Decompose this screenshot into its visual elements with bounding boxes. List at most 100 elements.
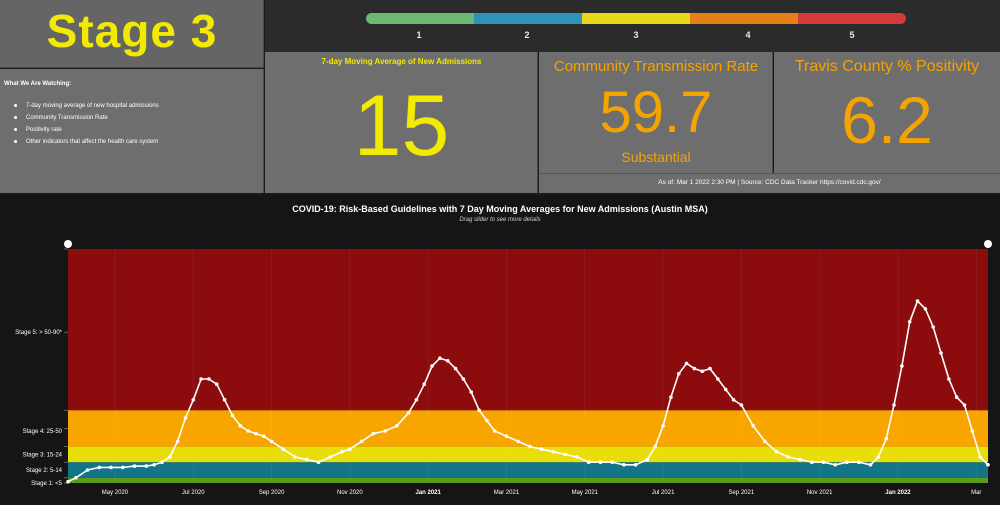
scale-label-3: 3 — [633, 30, 639, 40]
data-point — [430, 364, 434, 368]
slider-handle-right — [984, 240, 992, 248]
data-point — [492, 429, 497, 433]
data-point — [986, 463, 990, 467]
data-point — [723, 387, 728, 392]
data-point — [833, 463, 838, 467]
stage-title: Stage 3 — [46, 5, 218, 57]
admissions-title: 7-day Moving Average of New Admissions — [321, 57, 482, 66]
data-point — [962, 403, 967, 407]
data-point — [359, 439, 364, 444]
data-point — [876, 455, 881, 459]
data-point — [414, 398, 419, 402]
scale-label-1: 1 — [416, 30, 422, 40]
data-point — [183, 416, 188, 420]
data-point — [633, 463, 638, 467]
transmission-panel: Community Transmission Rate 59.7 Substan… — [539, 52, 773, 173]
data-point — [74, 476, 78, 480]
data-point — [907, 320, 912, 324]
data-point — [598, 460, 603, 465]
watching-title: What We Are Watching: — [4, 81, 72, 87]
data-point — [978, 455, 982, 459]
data-point — [438, 356, 442, 360]
data-point — [261, 434, 266, 438]
data-point — [900, 364, 904, 368]
scale-label-5: 5 — [849, 30, 855, 40]
data-point — [692, 366, 697, 371]
data-point — [97, 465, 102, 470]
data-point — [167, 455, 172, 459]
data-point — [731, 398, 736, 402]
data-point — [340, 450, 344, 454]
data-point — [939, 351, 943, 355]
data-point — [445, 359, 450, 363]
data-point — [254, 431, 258, 436]
stage-panel: Stage 3 — [0, 0, 264, 68]
data-point — [461, 377, 466, 381]
stage-band-3 — [68, 446, 988, 463]
data-point — [810, 460, 814, 465]
transmission-title: Community Transmission Rate — [553, 58, 759, 75]
data-point — [230, 413, 235, 418]
data-point — [469, 390, 474, 394]
data-point — [371, 431, 376, 436]
scale-label-2: 2 — [524, 30, 530, 40]
chart-title: COVID-19: Risk-Based Guidelines with 7 D… — [292, 204, 708, 214]
stage-scale-bar — [366, 13, 906, 24]
x-tick-label: Mar 2021 — [494, 490, 520, 496]
x-tick-label: Sep 2020 — [259, 490, 285, 496]
stage-scale-panel: 1 2 3 4 5 — [265, 0, 1000, 52]
data-point — [661, 424, 665, 428]
admissions-panel: 7-day Moving Average of New Admissions 1… — [265, 52, 538, 193]
data-point — [923, 307, 928, 311]
watching-item: Other indicators that affect the health … — [14, 136, 159, 148]
scale-label-4: 4 — [745, 30, 751, 40]
data-point — [539, 447, 544, 451]
data-point — [406, 411, 411, 415]
data-point — [915, 299, 920, 303]
stage-label-4: Stage 4: 25-50 — [23, 429, 63, 435]
x-tick-label: Jul 2020 — [182, 490, 205, 496]
x-tick-label: Mar — [971, 490, 981, 496]
data-point — [348, 447, 352, 451]
data-point — [144, 464, 149, 468]
stage-band-2 — [68, 462, 988, 478]
data-point — [845, 460, 849, 465]
positivity-title: Travis County % Positivity — [794, 58, 980, 75]
data-point — [954, 395, 959, 399]
stage-band-5 — [68, 249, 988, 411]
data-point — [884, 437, 889, 441]
data-point — [175, 439, 180, 444]
data-point — [586, 460, 591, 465]
watching-list: 7-day moving average of new hospital adm… — [14, 100, 159, 148]
stage-label-2: Stage 2: 5-14 — [26, 468, 63, 474]
stage-label-5: Stage 5: > 50-90* — [15, 330, 63, 336]
scale-segment-2 — [474, 13, 582, 24]
data-point — [246, 429, 250, 433]
watching-item: Positivity rate — [14, 124, 159, 136]
x-tick-label: Nov 2020 — [337, 490, 363, 496]
scale-segment-3 — [582, 13, 690, 24]
data-point — [66, 479, 70, 484]
data-point — [563, 452, 567, 457]
data-point — [708, 366, 712, 371]
x-tick-label: May 2021 — [572, 490, 599, 496]
x-tick-label: Jan 2021 — [415, 490, 441, 496]
data-point — [85, 468, 90, 472]
data-point — [383, 429, 387, 433]
data-point — [716, 377, 720, 381]
data-point — [109, 465, 113, 470]
data-point — [798, 457, 802, 462]
data-point — [316, 460, 321, 465]
transmission-value: 59.7 — [599, 80, 713, 145]
data-point — [453, 366, 458, 371]
data-point — [622, 463, 626, 467]
data-point — [214, 382, 219, 386]
watching-panel: What We Are Watching: 7-day moving avera… — [0, 69, 264, 193]
data-point — [739, 403, 744, 407]
data-point — [222, 398, 227, 402]
data-point — [684, 361, 689, 366]
stage-label-3: Stage 3: 15-24 — [23, 452, 63, 458]
stage-label-1: Stage 1: <5 — [31, 481, 63, 487]
transmission-level: Substantial — [621, 149, 691, 165]
watching-item: Community Transmission Rate — [14, 112, 159, 124]
